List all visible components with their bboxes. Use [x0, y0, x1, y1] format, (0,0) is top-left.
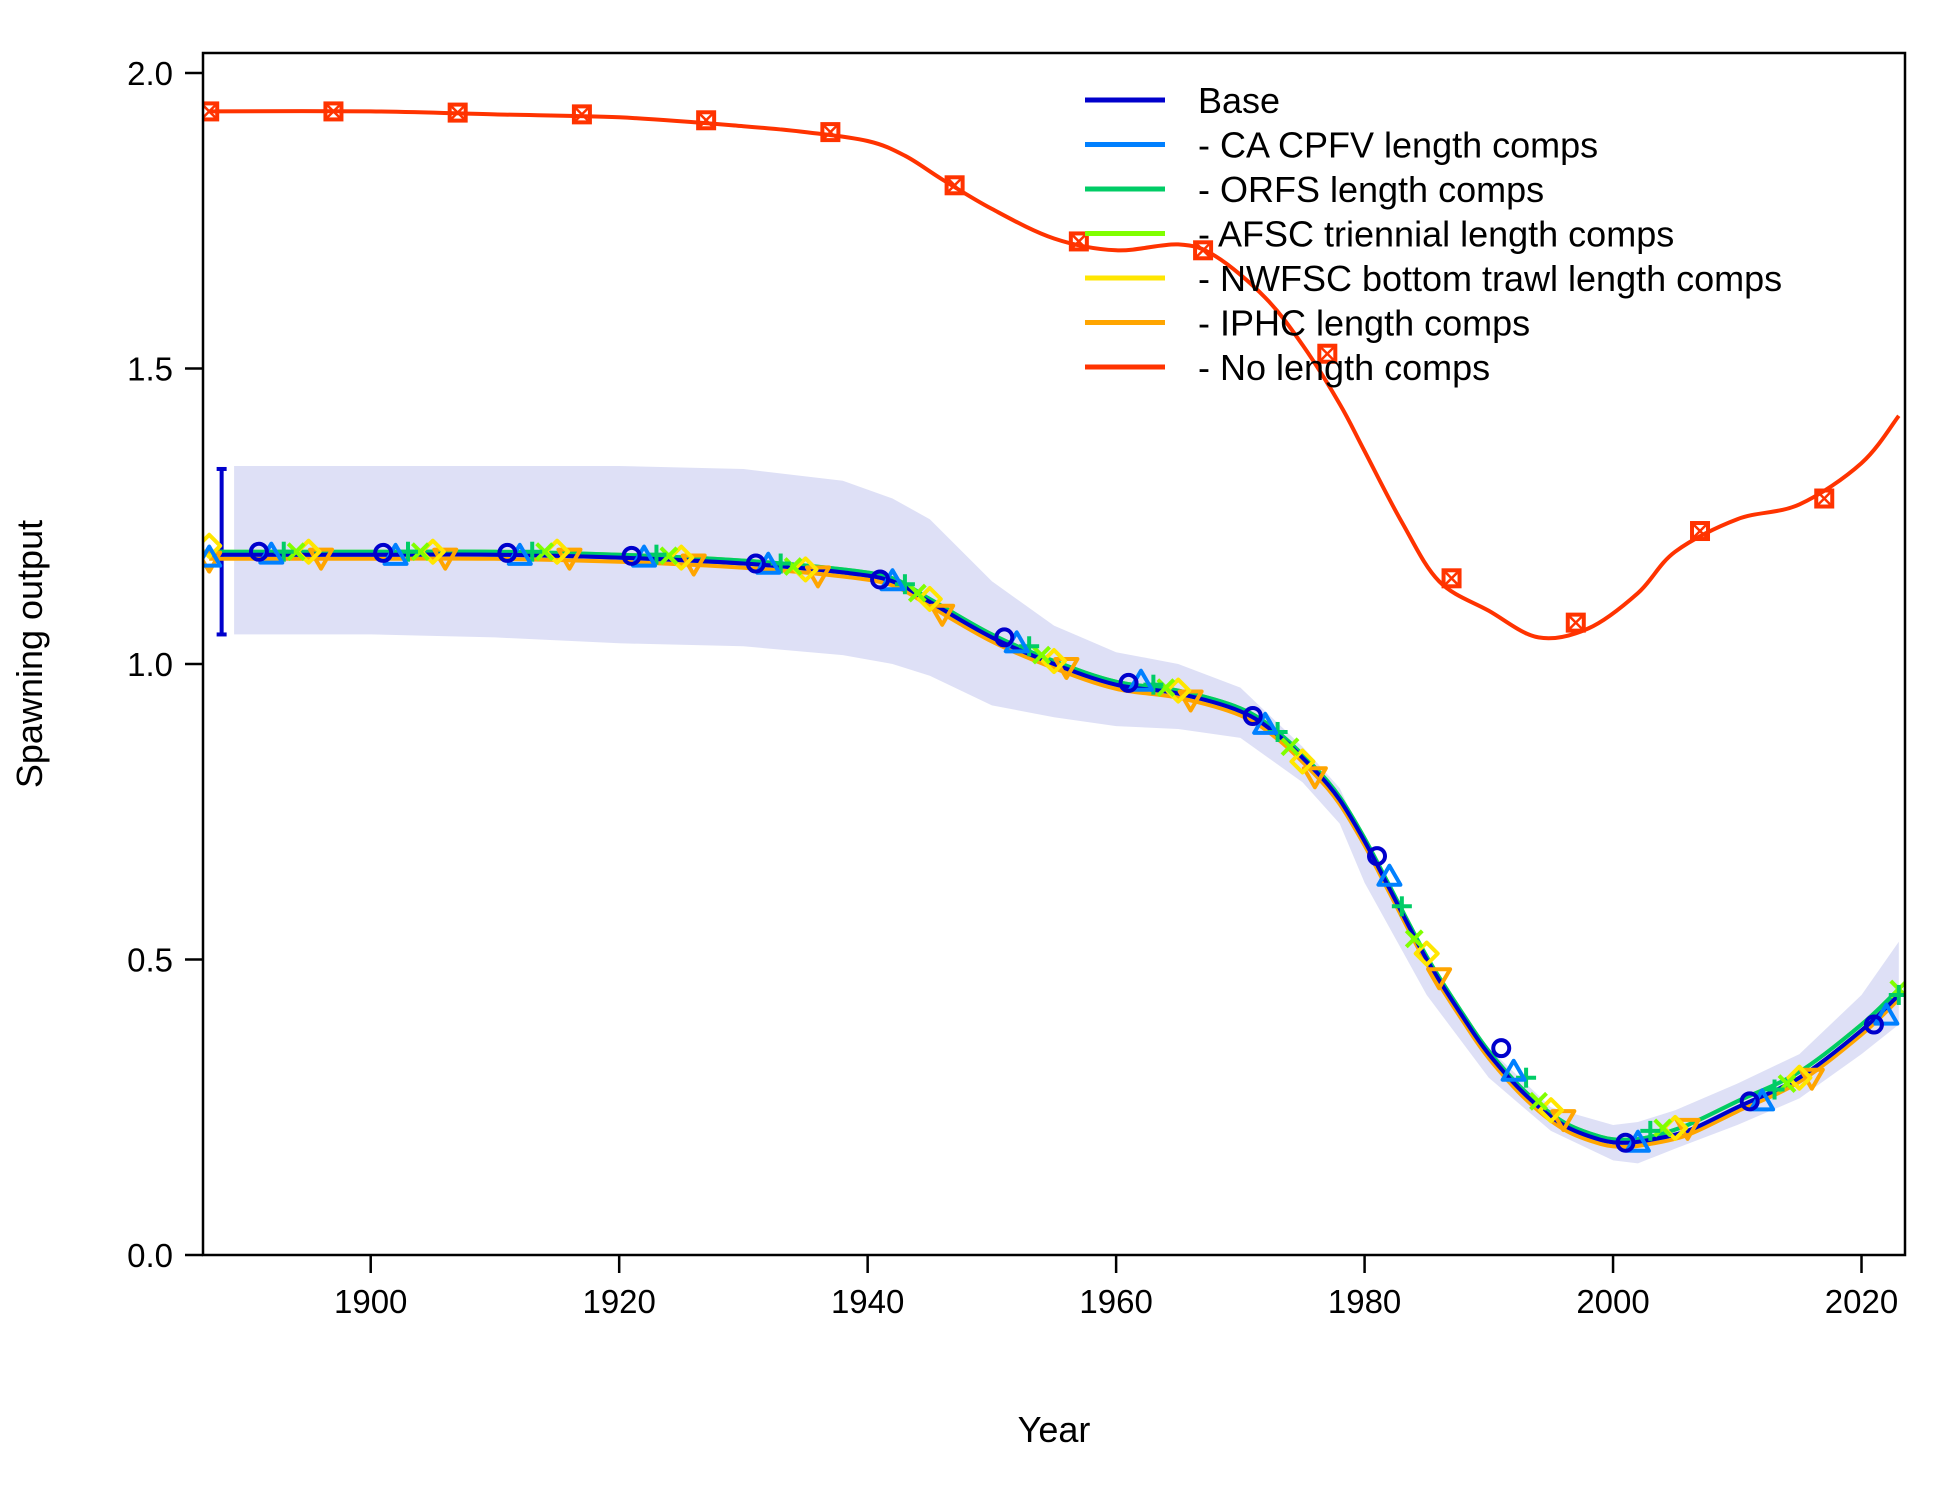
series-6-point-2: [447, 102, 468, 123]
series-6-point-6: [944, 175, 965, 196]
series-5-point-6: [929, 603, 956, 627]
series-3-point-7: [1156, 678, 1176, 698]
series-3-point-10: [1529, 1091, 1548, 1111]
series-6-point-8: [1193, 240, 1214, 261]
series-2-point-12: [1764, 1079, 1785, 1100]
series-1-point-11: [1500, 1058, 1527, 1082]
series-0-point-12: [1739, 1091, 1760, 1112]
series-5-point-10: [1426, 967, 1453, 991]
series-3-point-3: [659, 546, 679, 566]
axes-layer: 1900 1920 1940 1960 1980 2000 2020 0.0 0.5 1.0 1.5…: [127, 51, 1907, 1320]
series-3-point-11: [1653, 1118, 1673, 1138]
y-tick-label-1: 0.5: [127, 942, 173, 979]
series-6-point-7: [1068, 231, 1089, 252]
series-4-point-9: [1289, 748, 1316, 775]
series-4-point-10: [1413, 940, 1440, 967]
series-0-point-2: [497, 542, 518, 563]
series-2-point-5: [894, 574, 915, 595]
series-4-point-8: [1165, 677, 1192, 704]
series-1-point-10: [1376, 863, 1403, 887]
series-6-point-5: [820, 122, 841, 143]
x-tick-label-3: 1960: [1079, 1283, 1152, 1320]
series-5-point-9: [1301, 766, 1328, 790]
series-6-point-12: [1690, 521, 1711, 542]
y-tick-label-0: 0.0: [127, 1237, 173, 1274]
series-0-point-8: [1242, 706, 1263, 727]
series-1-point-9: [1252, 711, 1279, 735]
x-tick-label-4: 1980: [1328, 1283, 1401, 1320]
series-2-point-6: [1019, 636, 1040, 657]
series-0-point-4: [745, 553, 766, 574]
series-5-point-4: [680, 553, 707, 577]
series-5-point-3: [556, 547, 583, 571]
series-2-point-7: [1143, 674, 1164, 695]
series-6-point-10: [1441, 568, 1462, 589]
series-6-point-4: [696, 110, 717, 131]
legend-label-2: - ORFS length comps: [1198, 169, 1544, 210]
x-tick-label-5: 2000: [1576, 1283, 1649, 1320]
y-tick-label-3: 1.5: [127, 351, 173, 388]
series-3-point-4: [783, 557, 803, 576]
x-tick-label-6: 2020: [1825, 1283, 1898, 1320]
series-4-point-13: [1786, 1064, 1813, 1091]
x-tick-label-0: 1900: [334, 1283, 407, 1320]
plot-frame: [201, 51, 1907, 1257]
series-3-point-6: [1032, 645, 1051, 665]
series-0-point-13: [1863, 1014, 1884, 1035]
series-3-point-9: [1404, 929, 1424, 949]
legend-label-5: - IPHC length comps: [1198, 303, 1530, 344]
base-uncertainty-band: [234, 466, 1899, 1164]
series-5-point-7: [1053, 656, 1080, 680]
legend-label-4: - NWFSC bottom trawl length comps: [1198, 258, 1782, 299]
series-2-point-9: [1391, 896, 1412, 917]
series-0-point-1: [373, 542, 394, 563]
x-tick-label-1: 1920: [582, 1283, 655, 1320]
legend-label-0: Base: [1198, 80, 1280, 121]
series-0-point-5: [870, 569, 891, 590]
series-0-point-0: [248, 541, 269, 562]
series-4-point-4: [668, 544, 695, 571]
series-6-point-9: [1317, 343, 1338, 364]
series-markers-layer: [203, 101, 1905, 1153]
series-3-point-1: [410, 542, 430, 562]
series-0-point-11: [1615, 1132, 1636, 1153]
legend-label-6: - No length comps: [1198, 347, 1490, 388]
series-0-point-6: [994, 627, 1015, 648]
series-3-point-0: [286, 542, 306, 562]
series-5-point-2: [432, 547, 459, 571]
series-4-point-0: [203, 532, 223, 559]
series-4-point-7: [1041, 648, 1067, 675]
series-0-point-9: [1367, 846, 1388, 867]
series-4-point-6: [916, 585, 943, 612]
series-2-point-13: [1888, 984, 1905, 1005]
series-3-point-8: [1280, 737, 1300, 757]
series-line-6: [209, 109, 1901, 641]
series-6-point-11: [1565, 612, 1586, 633]
series-6-point-3: [571, 104, 592, 125]
y-tick-label-2: 1.0: [127, 646, 173, 683]
series-2-point-10: [1516, 1067, 1537, 1088]
series-6-point-1: [323, 101, 344, 122]
x-axis-title: Year: [1018, 1409, 1091, 1450]
uncertainty-band-layer: [216, 466, 1899, 1164]
series-1-point-14: [1873, 1002, 1900, 1026]
series-0-point-7: [1118, 672, 1139, 693]
series-0-point-10: [1491, 1038, 1512, 1059]
y-axis-title: Spawning output: [9, 520, 50, 788]
x-tick-label-2: 1940: [831, 1283, 904, 1320]
legend: Base- CA CPFV length comps- ORFS length …: [1085, 80, 1782, 388]
series-3-point-5: [907, 583, 927, 603]
series-5-point-5: [804, 565, 831, 589]
series-4-point-5: [792, 556, 819, 583]
y-tick-label-4: 2.0: [127, 55, 173, 92]
legend-label-1: - CA CPFV length comps: [1198, 125, 1598, 166]
series-3-point-2: [535, 542, 555, 562]
series-0-point-3: [621, 545, 642, 566]
legend-label-3: - AFSC triennial length comps: [1198, 214, 1674, 255]
series-5-point-1: [308, 547, 335, 571]
series-6-point-13: [1814, 488, 1835, 509]
series-2-point-11: [1640, 1120, 1661, 1141]
